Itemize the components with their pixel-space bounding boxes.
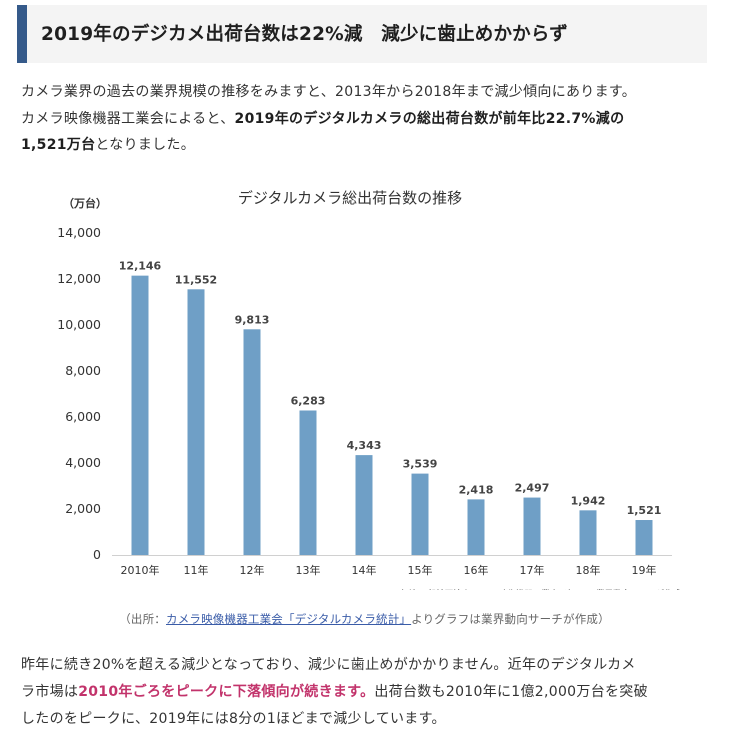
- x-tick-label: 12年: [240, 563, 265, 577]
- x-tick-label: 19年: [632, 563, 657, 577]
- y-tick-label: 8,000: [65, 363, 101, 378]
- chart-svg: デジタルカメラ総出荷台数の推移 （万台） 0 2,000 4,000 6,000 8,000…: [57, 189, 685, 590]
- bar-value-label: 1,521: [627, 504, 662, 517]
- y-axis-unit-label: （万台）: [63, 196, 107, 210]
- chart-bar: [355, 455, 373, 555]
- intro-line-2-text: カメラ映像機器工業会によると、: [21, 110, 235, 127]
- bar-value-label: 11,552: [175, 273, 217, 286]
- bar-value-label: 12,146: [119, 260, 162, 273]
- bar-value-label: 4,343: [347, 439, 382, 452]
- bar-value-label: 2,418: [459, 483, 494, 496]
- chart-bar: [467, 499, 485, 555]
- closing-highlight: 2010年ごろをピークに下落傾向が続きます。: [78, 684, 375, 700]
- source-caption: （出所：カメラ映像機器工業会「デジタルカメラ統計」よりグラフは業界動向サーチが作…: [0, 611, 729, 627]
- bar-value-label: 3,539: [403, 458, 438, 471]
- section-heading-text: 2019年のデジカメ出荷台数は22%減 減少に歯止めかからず: [41, 24, 568, 45]
- chart-bar: [579, 510, 597, 555]
- chart-title: デジタルカメラ総出荷台数の推移: [238, 189, 462, 207]
- intro-line-1: カメラ業界の過去の業界規模の推移をみますと、2013年から2018年まで減少傾向…: [21, 84, 637, 100]
- chart-bar: [299, 410, 317, 555]
- x-tick-label: 15年: [408, 563, 433, 577]
- x-tick-label: 14年: [352, 563, 377, 577]
- intro-line-3-bold: 1,521万台: [21, 137, 96, 153]
- y-tick-label: 6,000: [65, 409, 101, 424]
- bar-value-label: 2,497: [515, 482, 550, 495]
- intro-paragraph: カメラ業界の過去の業界規模の推移をみますと、2013年から2018年まで減少傾向…: [21, 79, 711, 159]
- closing-line-2-text: ラ市場は: [21, 684, 79, 700]
- section-heading: 2019年のデジカメ出荷台数は22%減 減少に歯止めかからず: [17, 5, 707, 63]
- chart-bar: [187, 289, 205, 555]
- chart-bar: [523, 497, 541, 555]
- bar-value-label: 1,942: [571, 494, 606, 507]
- closing-line-3: したのをピークに、2019年には8分の1ほどまで減少しています。: [21, 711, 446, 727]
- x-tick-label: 18年: [576, 563, 601, 577]
- bar-value-label: 6,283: [291, 394, 326, 407]
- y-tick-label: 10,000: [57, 317, 101, 332]
- intro-line-3-text: となりました。: [95, 137, 196, 153]
- shipment-chart: デジタルカメラ総出荷台数の推移 （万台） 0 2,000 4,000 6,000 8,000…: [0, 180, 729, 590]
- y-tick-label: 0: [93, 547, 101, 562]
- y-tick-label: 12,000: [57, 271, 101, 286]
- source-caption-suffix: よりグラフは業界動向サーチが作成）: [411, 612, 610, 626]
- closing-paragraph: 昨年に続き20%を超える減少となっており、減少に歯止めがかかりません。近年のデジ…: [21, 652, 711, 733]
- x-tick-label: 13年: [296, 563, 321, 577]
- chart-source-note: (出所)一般社団法人 カメラ映像機器工業会(グラフは業界動向サーチが作成): [394, 589, 685, 590]
- chart-bar: [635, 520, 653, 555]
- y-tick-label: 14,000: [57, 225, 101, 240]
- x-tick-label: 2010年: [121, 563, 160, 577]
- x-tick-label: 11年: [184, 563, 209, 577]
- x-tick-label: 17年: [520, 563, 545, 577]
- chart-bar: [131, 275, 149, 555]
- closing-line-1: 昨年に続き20%を超える減少となっており、減少に歯止めがかかりません。近年のデジ…: [21, 657, 636, 673]
- y-tick-label: 2,000: [65, 501, 101, 516]
- bar-value-label: 9,813: [235, 313, 270, 326]
- source-link[interactable]: カメラ映像機器工業会「デジタルカメラ統計」: [166, 612, 412, 626]
- x-tick-label: 16年: [464, 563, 489, 577]
- chart-bar: [243, 329, 261, 555]
- intro-line-2-bold: 2019年のデジタルカメラの総出荷台数が前年比22.7%減の: [234, 110, 625, 127]
- chart-bar: [411, 473, 429, 555]
- source-caption-prefix: （出所：: [119, 612, 166, 626]
- y-tick-label: 4,000: [65, 455, 101, 470]
- closing-line-2-post: 出荷台数も2010年に1億2,000万台を突破: [374, 684, 648, 700]
